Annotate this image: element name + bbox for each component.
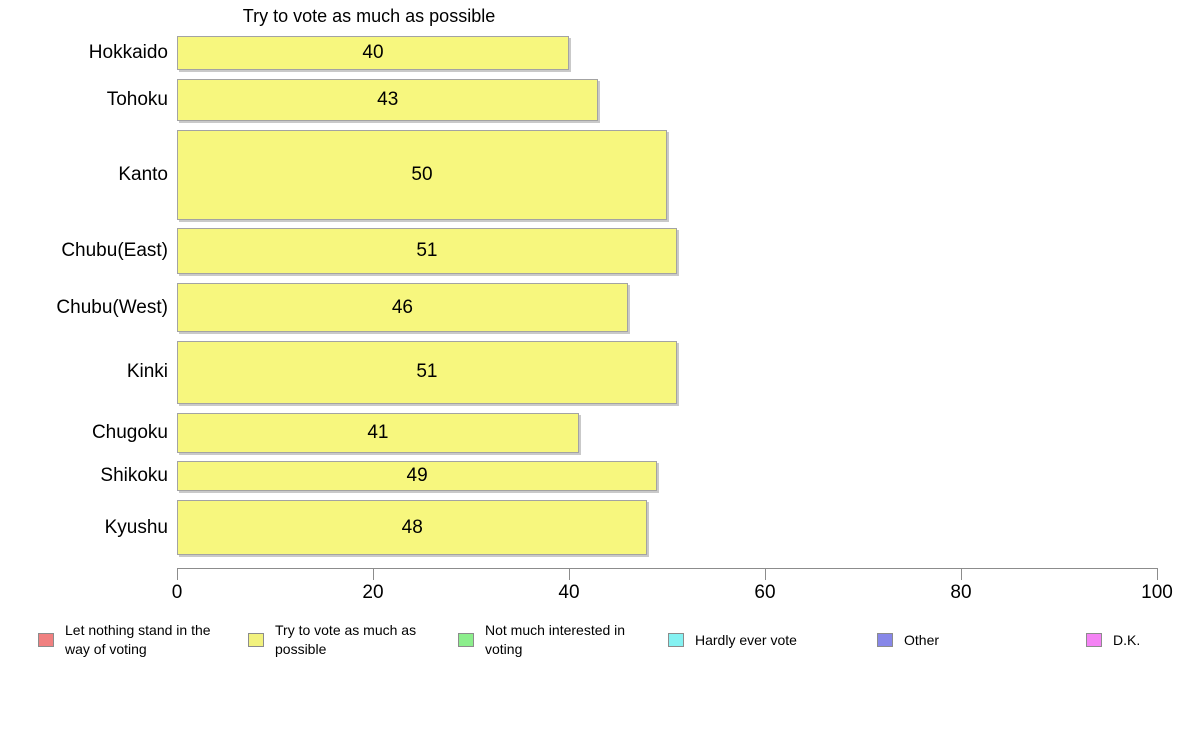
legend-item: D.K. (1086, 618, 1188, 662)
legend-item: Not much interested in voting (458, 618, 657, 662)
x-axis-tick (1157, 568, 1158, 580)
category-label: Kanto (118, 163, 168, 185)
bar-value-label: 51 (416, 361, 438, 383)
legend-label: Other (904, 631, 940, 648)
legend-item: Other (877, 618, 1076, 662)
legend-label: Hardly ever vote (695, 631, 797, 648)
bar: 46 (177, 283, 628, 332)
category-label: Hokkaido (88, 42, 168, 63)
legend-swatch (877, 633, 893, 647)
bar: 50 (177, 129, 667, 220)
bar: 49 (177, 461, 658, 492)
bar: 51 (177, 340, 677, 404)
bar: 41 (177, 412, 579, 453)
category-label: Tohoku (106, 88, 168, 110)
bar-value-label: 50 (411, 163, 433, 185)
bar-value-label: 51 (416, 240, 438, 262)
category-label: Kinki (126, 361, 168, 383)
legend-item: Let nothing stand in the way of voting (38, 618, 237, 662)
bar-value-label: 46 (391, 296, 413, 318)
category-label: Chugoku (91, 421, 168, 443)
x-axis-tick-label: 100 (1141, 582, 1173, 603)
category-label: Chubu(East) (61, 240, 168, 262)
legend-swatch (248, 633, 264, 647)
category-label: Shikoku (100, 465, 168, 487)
legend-swatch (458, 633, 474, 647)
category-label: Chubu(West) (56, 296, 168, 318)
x-axis-tick-label: 60 (754, 582, 776, 603)
legend-label: D.K. (1113, 631, 1141, 648)
legend-label: Not much interested in voting (485, 622, 626, 657)
bar-value-label: 48 (401, 516, 423, 538)
bar-value-label: 49 (406, 465, 428, 487)
x-axis-tick (373, 568, 374, 580)
bar-value-label: 43 (377, 88, 399, 110)
x-axis-tick-label: 0 (171, 582, 183, 603)
legend-item: Hardly ever vote (668, 618, 867, 662)
bar: 48 (177, 500, 648, 555)
bar-value-label: 41 (367, 421, 389, 443)
x-axis-tick (961, 568, 962, 580)
x-axis-tick-label: 20 (362, 582, 384, 603)
legend-swatch (38, 633, 54, 647)
x-axis-tick (765, 568, 766, 580)
chart-title: Try to vote as much as possible (242, 6, 496, 26)
x-axis-tick (569, 568, 570, 580)
bar: 51 (177, 228, 677, 275)
legend-swatch (668, 633, 684, 647)
x-axis-tick-label: 40 (558, 582, 580, 603)
legend-label: Try to vote as much as possible (275, 622, 417, 657)
bar: 43 (177, 78, 599, 121)
legend-swatch (1086, 633, 1102, 647)
legend-item: Try to vote as much as possible (248, 618, 447, 662)
x-axis-tick (177, 568, 178, 580)
category-label: Kyushu (104, 516, 168, 538)
bar-value-label: 40 (362, 42, 384, 63)
legend-label: Let nothing stand in the way of voting (65, 622, 211, 657)
x-axis-tick-label: 80 (950, 582, 972, 603)
bar: 40 (177, 36, 569, 70)
x-axis-line (177, 568, 1158, 569)
